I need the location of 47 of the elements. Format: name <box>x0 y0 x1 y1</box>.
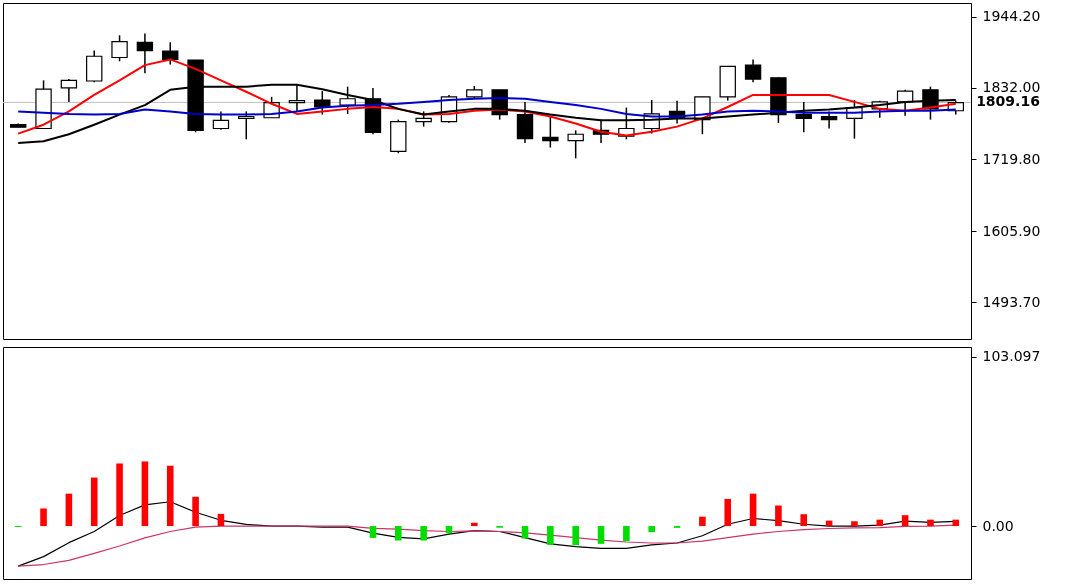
y-tick-label: 103.097 <box>982 348 1041 365</box>
bar <box>572 526 579 546</box>
bar <box>90 477 98 527</box>
bar <box>547 526 554 545</box>
bar <box>699 516 706 527</box>
candlestick <box>60 78 78 103</box>
candlestick <box>314 90 331 116</box>
candlestick <box>896 89 914 117</box>
bar <box>623 526 630 542</box>
bar <box>648 526 656 533</box>
bar <box>597 526 605 544</box>
candlestick <box>136 32 154 75</box>
y-tick-label: 1944.20 <box>982 8 1041 25</box>
bar <box>166 465 174 527</box>
bar <box>141 461 149 527</box>
bar <box>40 508 47 527</box>
bar <box>521 526 529 539</box>
bar <box>927 519 934 527</box>
bar <box>724 498 732 527</box>
bar <box>420 526 427 541</box>
ref-line-label: 1809.16 <box>976 93 1040 110</box>
y-tick-label: 0.00 <box>982 517 1014 534</box>
candlestick <box>744 58 762 83</box>
bar <box>65 493 73 527</box>
candlestick <box>542 115 559 149</box>
candlestick <box>567 129 584 160</box>
y-tick-label: 1832.00 <box>982 79 1041 96</box>
bar <box>116 463 123 527</box>
bar <box>395 526 402 541</box>
bar <box>800 514 808 527</box>
bar <box>192 496 199 527</box>
y-tick-label: 1493.70 <box>982 293 1041 310</box>
bar <box>901 515 909 527</box>
bar <box>851 521 858 527</box>
bar <box>471 522 478 527</box>
bar <box>217 513 225 527</box>
bar <box>369 526 377 538</box>
candlestick <box>111 34 128 63</box>
y-tick-label: 1719.80 <box>982 150 1041 167</box>
bar <box>749 493 757 527</box>
y-tick-label: 1605.90 <box>982 222 1041 239</box>
candlestick <box>238 110 255 141</box>
candlestick <box>212 110 230 131</box>
bar <box>775 505 782 527</box>
candlestick <box>795 101 812 134</box>
bar <box>876 519 884 527</box>
candlestick <box>820 110 838 130</box>
